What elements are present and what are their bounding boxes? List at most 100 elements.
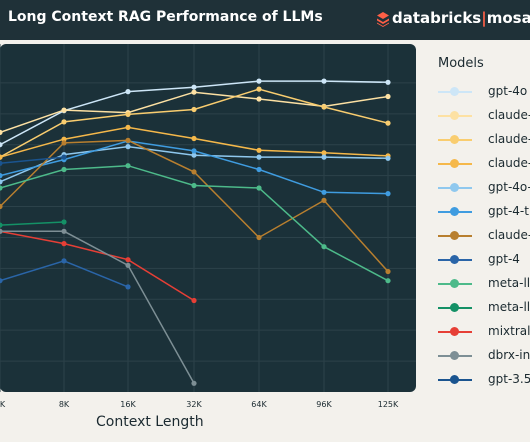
data-point (321, 197, 327, 203)
legend-label: mixtral-8x7b-instruct (488, 324, 530, 338)
data-point (125, 163, 131, 169)
legend-label: gpt-4 (488, 252, 520, 266)
data-point (191, 148, 197, 154)
legend-label: claude-3-haiku (488, 156, 530, 170)
data-point (385, 155, 391, 161)
data-point (61, 136, 67, 142)
legend-marker (450, 303, 459, 312)
legend-marker (450, 87, 459, 96)
legend-marker (450, 279, 459, 288)
data-point (125, 111, 131, 117)
data-point (385, 120, 391, 126)
data-point (256, 166, 262, 173)
data-point (321, 78, 327, 84)
data-point (321, 189, 327, 195)
data-point (191, 152, 197, 158)
x-tick-label: 64K (251, 400, 267, 409)
data-point (385, 278, 391, 284)
data-point (125, 144, 131, 150)
legend-marker (450, 111, 459, 120)
data-point (191, 89, 197, 95)
data-point (321, 154, 327, 160)
legend-marker (450, 351, 459, 360)
data-point (191, 84, 197, 90)
x-tick-label: 16K (120, 400, 136, 409)
brand-wordmark: databricks|mosaic (392, 9, 530, 27)
data-point (125, 124, 131, 130)
legend-marker (450, 159, 459, 168)
data-point (0, 185, 3, 191)
data-point (0, 278, 3, 284)
data-point (191, 297, 197, 304)
legend-item: gpt-3.5-turbo (436, 370, 530, 390)
brand-databricks: databricks (392, 9, 482, 27)
legend-label: gpt-3.5-turbo (488, 372, 530, 386)
series-line-9 (0, 221, 65, 226)
data-point (256, 86, 262, 92)
legend-item: gpt-4o (436, 82, 530, 102)
data-point (385, 93, 391, 100)
legend-label: gpt-4o-mini (488, 180, 530, 194)
legend-item: meta-llama-3.1-405b-instruct (436, 274, 530, 294)
legend-label: gpt-4-turbo (488, 204, 530, 218)
data-point (256, 234, 262, 241)
data-point (0, 203, 3, 210)
databricks-logo-icon (377, 12, 389, 27)
data-point (0, 142, 3, 148)
data-point (61, 140, 67, 146)
data-point (61, 228, 67, 234)
data-point (191, 135, 197, 142)
series-line-11 (0, 230, 195, 384)
data-point (191, 182, 197, 189)
legend: gpt-4o claude-3-5-sonnet claude-3-opus clau… (436, 82, 530, 402)
data-point (256, 154, 262, 160)
x-tick-label: 4K (0, 400, 6, 409)
data-point (0, 173, 3, 179)
data-point (61, 219, 67, 225)
data-point (61, 166, 67, 173)
data-point (0, 228, 3, 234)
brand-mosaic-a: mosa (486, 9, 530, 27)
data-point (125, 137, 131, 143)
legend-item: dbrx-instruct (436, 346, 530, 366)
legend-marker (450, 135, 459, 144)
data-point (385, 79, 391, 85)
data-point (125, 284, 131, 290)
series-line-10 (0, 230, 195, 302)
legend-label: dbrx-instruct (488, 348, 530, 362)
data-point (256, 185, 262, 191)
data-point (61, 119, 67, 125)
x-tick-label: 96K (316, 400, 332, 409)
legend-item: gpt-4-turbo (436, 202, 530, 222)
data-point (385, 268, 391, 275)
legend-label: claude-3-5-sonnet (488, 108, 530, 122)
legend-label: gpt-4o (488, 84, 528, 98)
legend-item: gpt-4 (436, 250, 530, 270)
legend-marker (450, 327, 459, 336)
data-point (0, 160, 3, 166)
data-point (321, 150, 327, 156)
legend-label: meta-llama-3.1-405b-instruct (488, 276, 530, 290)
data-point (61, 258, 67, 264)
x-tick-label: 8K (59, 400, 70, 409)
data-point (0, 222, 3, 228)
data-point (191, 380, 197, 386)
data-point (61, 154, 67, 160)
data-point (321, 244, 327, 250)
legend-item: meta-llama-3-70b-instruct (436, 298, 530, 318)
x-axis-label: Context Length (96, 414, 204, 430)
legend-item: claude-3-haiku (436, 154, 530, 174)
legend-marker (450, 183, 459, 192)
legend-marker (450, 231, 459, 240)
data-point (125, 262, 131, 268)
x-tick-label: 32K (186, 400, 202, 409)
data-point (0, 129, 3, 135)
x-tick-label: 125K (378, 400, 399, 409)
data-point (321, 104, 327, 110)
legend-item: gpt-4o-mini (436, 178, 530, 198)
legend-marker (450, 375, 459, 384)
data-point (0, 154, 3, 160)
data-point (61, 107, 67, 113)
legend-label: claude-2.1 (488, 228, 530, 242)
legend-marker (450, 255, 459, 264)
